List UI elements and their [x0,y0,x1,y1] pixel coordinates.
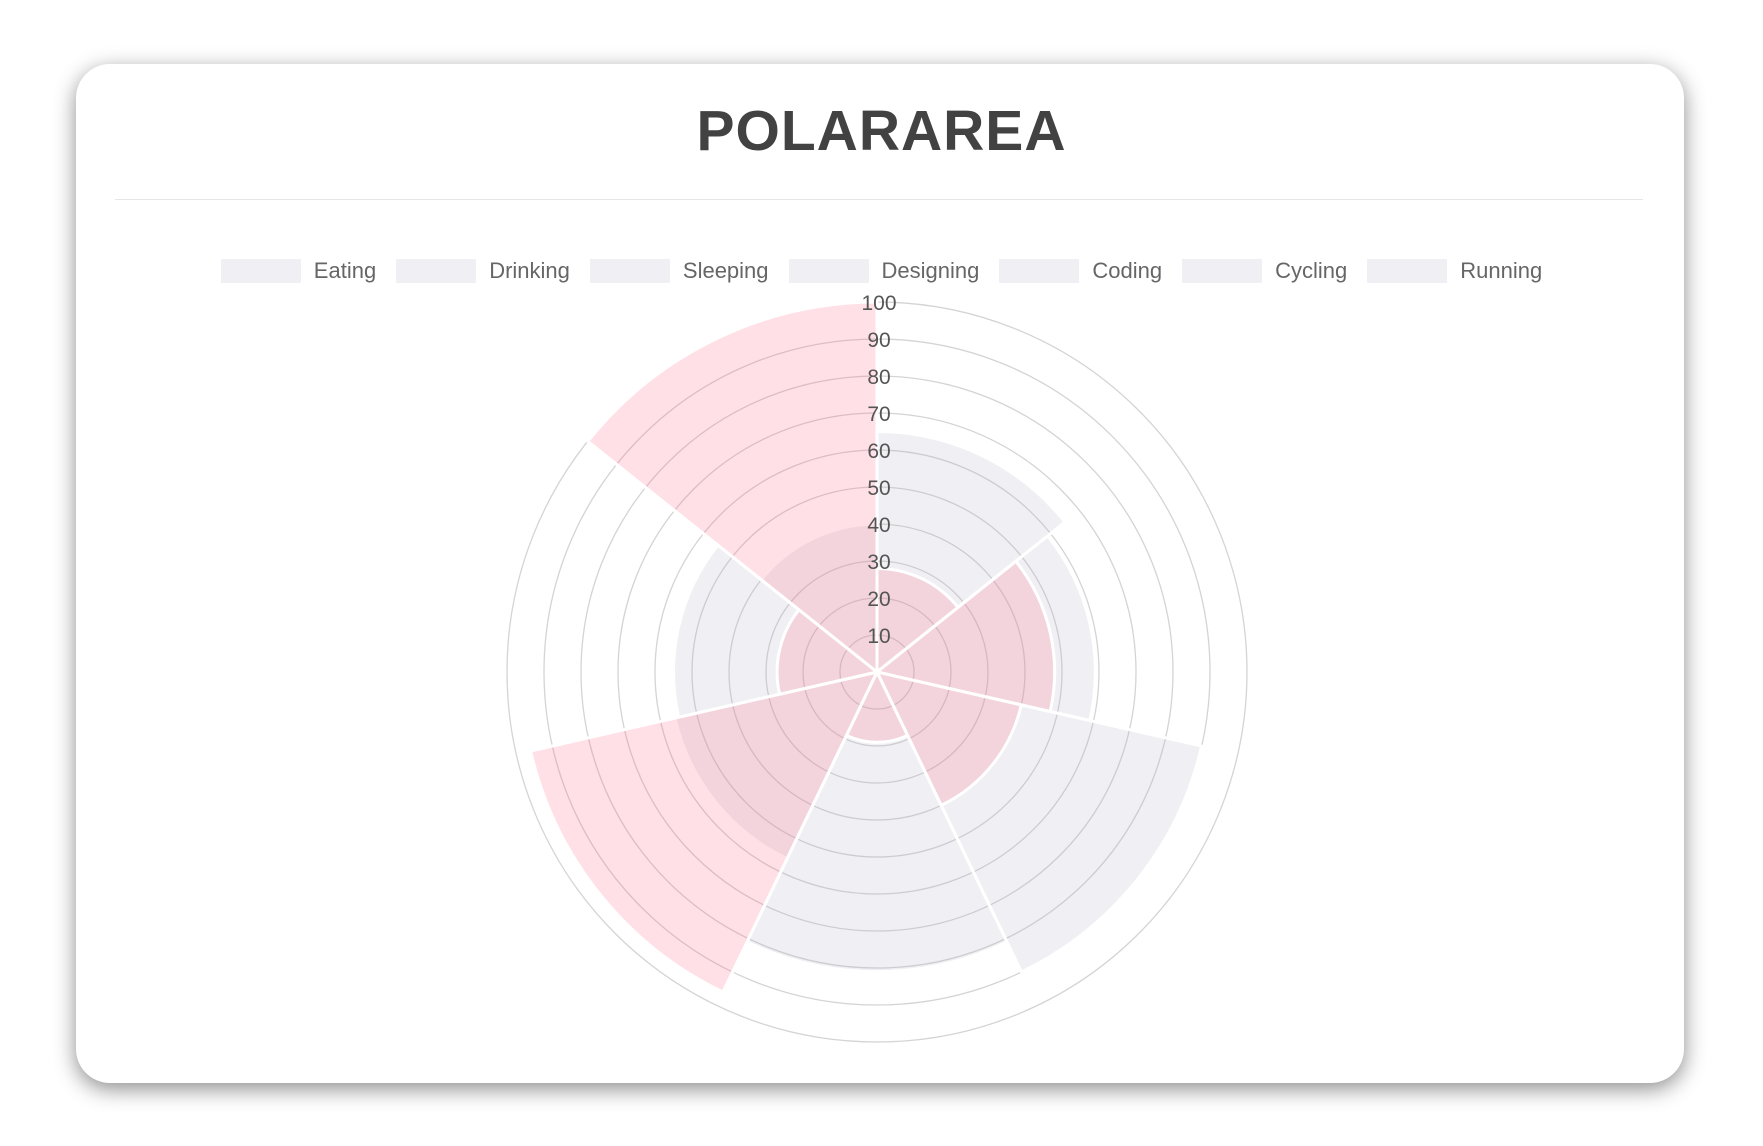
legend-swatch [396,259,477,283]
legend: Eating Drinking Sleeping Designing Coding Cyc… [0,258,1763,284]
legend-item-sleeping[interactable]: Sleeping [589,258,769,284]
legend-item-cycling[interactable]: Cycling [1182,258,1347,284]
slice-designing-series-2[interactable] [844,668,910,744]
legend-label: Eating [313,258,377,283]
legend-item-drinking[interactable]: Drinking [396,258,570,284]
tick-label: 40 [867,514,890,537]
legend-label: Drinking [489,258,570,283]
legend-item-coding[interactable]: Coding [999,258,1162,284]
slice-eating-series-2[interactable] [875,566,961,676]
slice-running-series-1[interactable] [759,522,879,676]
tick-label: 60 [867,440,890,463]
legend-label: Cycling [1275,258,1348,283]
tick-label: 90 [867,329,890,352]
slice-sleeping-series-2[interactable] [874,669,1024,808]
chart-title: POLARAREA [696,99,1067,163]
tick-label: 20 [867,588,890,611]
slice-drinking-series-1[interactable] [873,533,1097,723]
chart-card [76,64,1684,1083]
slice-designing-series-1[interactable] [744,668,1010,974]
slice-coding-series-1[interactable] [673,669,880,861]
legend-swatch [1182,259,1263,283]
legend-label: Coding [1092,258,1163,283]
tick-label: 50 [867,477,890,500]
tick-label: 80 [867,366,890,389]
tick-label: 70 [867,403,890,426]
legend-item-designing[interactable]: Designing [788,258,980,284]
slice-eating-series-1[interactable] [875,429,1068,676]
slice-cycling-series-2[interactable] [775,607,881,697]
tick-label: 10 [867,625,890,648]
legend-label: Running [1460,258,1543,283]
legend-item-running[interactable]: Running [1367,258,1542,284]
legend-label: Sleeping [682,258,769,283]
legend-swatch [788,259,869,283]
slice-drinking-series-2[interactable] [873,559,1057,714]
legend-swatch [220,259,301,283]
slice-coding-series-2[interactable] [528,669,880,995]
tick-label: 30 [867,551,890,574]
slice-sleeping-series-1[interactable] [874,669,1204,975]
legend-swatch [1367,259,1448,283]
tick-label: 100 [861,292,896,315]
title-divider [115,199,1643,200]
legend-item-eating[interactable]: Eating [220,258,377,284]
slice-cycling-series-1[interactable] [672,543,881,720]
slice-running-series-2[interactable] [585,300,879,676]
legend-swatch [589,259,670,283]
legend-swatch [999,259,1080,283]
legend-label: Designing [881,258,980,283]
